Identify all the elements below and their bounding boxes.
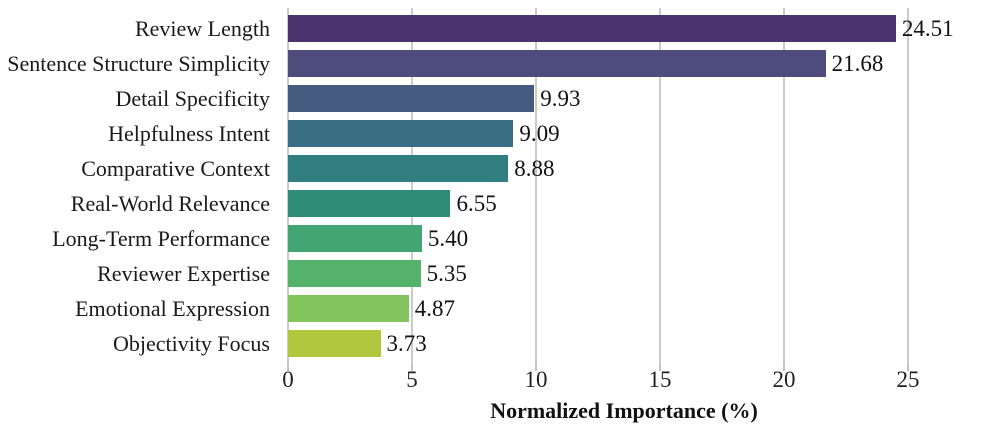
category-label: Reviewer Expertise: [97, 260, 270, 286]
category-label: Sentence Structure Simplicity: [7, 50, 270, 76]
bar-row: Detail Specificity 9.93: [0, 81, 997, 116]
value-label: 8.88: [514, 155, 555, 181]
bar-track: 3.73: [288, 326, 997, 361]
x-tick-mark: [411, 364, 413, 371]
bar-row: Objectivity Focus 3.73: [0, 326, 997, 361]
bar: [288, 50, 826, 77]
x-tick-label: 25: [896, 367, 920, 392]
x-axis-title: Normalized Importance (%): [490, 398, 758, 423]
gridline: [659, 8, 661, 364]
category-label: Detail Specificity: [115, 85, 270, 111]
bar: [288, 330, 381, 357]
category-label: Review Length: [134, 15, 270, 41]
bar-track: 5.35: [288, 256, 997, 291]
bar: [288, 155, 509, 182]
bar: [288, 295, 409, 322]
bar-track: 6.55: [288, 186, 997, 221]
bar: [288, 225, 422, 252]
category-label: Long-Term Performance: [52, 225, 270, 251]
gridline: [535, 8, 537, 364]
value-label: 24.51: [901, 15, 954, 41]
plot-area: Review Length 24.51 Sentence Structure Sim…: [0, 11, 997, 361]
x-tick-label: 5: [406, 367, 418, 392]
gridline: [783, 8, 785, 364]
x-tick-mark: [287, 364, 289, 371]
gridline: [287, 8, 289, 364]
value-label: 9.09: [519, 120, 560, 146]
bar-row: Review Length 24.51: [0, 11, 997, 46]
value-label: 5.35: [426, 260, 467, 286]
category-label: Objectivity Focus: [112, 330, 270, 356]
bar: [288, 120, 514, 147]
bar-track: 5.40: [288, 221, 997, 256]
bar-row: Sentence Structure Simplicity 21.68: [0, 46, 997, 81]
bar-track: 9.09: [288, 116, 997, 151]
bar-track: 21.68: [288, 46, 997, 81]
bar-row: Reviewer Expertise 5.35: [0, 256, 997, 291]
x-tick-label: 0: [282, 367, 294, 392]
category-label: Helpfulness Intent: [108, 120, 270, 146]
value-label: 4.87: [414, 295, 456, 321]
x-tick-mark: [907, 364, 909, 371]
bar-track: 24.51: [288, 11, 997, 46]
bar-row: Long-Term Performance 5.40: [0, 221, 997, 256]
bar: [288, 190, 451, 217]
bar-track: 9.93: [288, 81, 997, 116]
bar: [288, 260, 421, 287]
bar: [288, 85, 535, 112]
bar-row: Emotional Expression 4.87: [0, 291, 997, 326]
value-label: 5.40: [427, 225, 469, 251]
bar-row: Helpfulness Intent 9.09: [0, 116, 997, 151]
x-tick-mark: [535, 364, 537, 371]
bar-row: Real-World Relevance 6.55: [0, 186, 997, 221]
gridline-layer: [287, 8, 968, 364]
gridline: [907, 8, 909, 364]
x-tick-mark: [783, 364, 785, 371]
x-tick-label: 15: [648, 367, 672, 392]
value-label: 9.93: [540, 85, 581, 111]
bar-track: 4.87: [288, 291, 997, 326]
x-tick-label: 10: [524, 367, 548, 392]
x-tick-label: 20: [772, 367, 796, 392]
bar: [288, 15, 896, 42]
category-label: Real-World Relevance: [70, 190, 270, 216]
x-tick-mark: [659, 364, 661, 371]
gridline: [411, 8, 413, 364]
value-label: 3.73: [386, 330, 427, 356]
bar-row: Comparative Context 8.88: [0, 151, 997, 186]
category-label: Emotional Expression: [75, 295, 270, 321]
bar-track: 8.88: [288, 151, 997, 186]
category-label: Comparative Context: [81, 155, 270, 181]
value-label: 21.68: [831, 50, 884, 76]
value-label: 6.55: [456, 190, 497, 216]
